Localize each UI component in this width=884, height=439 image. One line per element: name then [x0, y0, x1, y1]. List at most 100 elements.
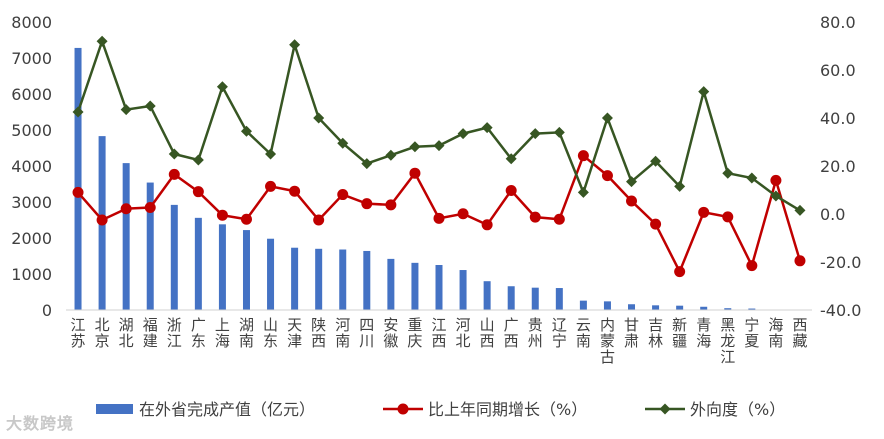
lineRed-point-11: [337, 189, 349, 201]
lineRed-point-15: [433, 212, 445, 224]
lineRed-point-4: [168, 168, 180, 180]
lineRed-point-8: [265, 180, 277, 192]
lineGreen-point-25: [674, 180, 686, 192]
lineGreen-point-9: [289, 39, 301, 51]
lineRed-point-23: [626, 195, 638, 207]
left-tick-7: 7000: [11, 49, 52, 68]
line-series-growth: [72, 150, 806, 278]
category-label-5: 广东: [191, 316, 206, 350]
lineGreen-point-18: [505, 153, 517, 165]
bar-7: [242, 230, 250, 310]
category-label-1: 北京: [95, 316, 110, 350]
lineRed-point-3: [144, 202, 156, 214]
left-tick-3: 3000: [11, 193, 52, 212]
legend-marker-growth: [397, 403, 409, 415]
right-tick-0: -40.0: [820, 301, 861, 320]
bar-series-output: [74, 47, 804, 311]
category-label-24: 吉林: [648, 316, 663, 350]
left-tick-6: 6000: [11, 85, 52, 104]
lineRed-point-22: [601, 170, 613, 182]
right-tick-4: 40.0: [820, 109, 856, 128]
lineRed-point-14: [409, 167, 421, 179]
lineGreen-point-6: [216, 81, 228, 93]
lineGreen-point-19: [529, 128, 541, 140]
lineRed-point-2: [120, 203, 132, 215]
bar-3: [146, 182, 154, 310]
lineGreen-point-28: [746, 172, 758, 184]
left-tick-1: 1000: [11, 265, 52, 284]
bar-9: [291, 247, 299, 310]
category-label-11: 河南: [335, 316, 350, 350]
category-labels: 江苏北京湖北福建浙江广东上海湖南山东天津陕西河南四川安徽重庆江西河北山西广西贵州…: [71, 316, 808, 366]
bar-10: [315, 248, 323, 310]
lineGreen-point-4: [168, 148, 180, 160]
bar-25: [676, 305, 684, 310]
lineGreen-point-27: [722, 167, 734, 179]
right-tick-6: 80.0: [820, 13, 856, 32]
category-label-10: 陕西: [311, 316, 326, 350]
lineRed-point-9: [289, 185, 301, 197]
category-label-0: 江苏: [71, 316, 86, 350]
lineGreen-point-29: [770, 190, 782, 202]
lineGreen-point-10: [313, 112, 325, 124]
lineRed-point-28: [746, 260, 758, 272]
lineGreen-point-30: [794, 204, 806, 216]
bar-12: [363, 250, 371, 310]
category-label-19: 贵州: [528, 316, 543, 350]
lineRed-point-25: [674, 266, 686, 278]
lineRed-point-21: [577, 150, 589, 162]
legend-swatch-bar: [96, 404, 133, 414]
category-label-18: 广西: [504, 316, 519, 350]
line-series-export-ratio: [72, 35, 806, 216]
left-tick-4: 4000: [11, 157, 52, 176]
lineGreen-point-16: [457, 128, 469, 140]
right-tick-2: 0.0: [820, 205, 845, 224]
lineGreen-point-17: [481, 122, 493, 134]
watermark: 大数跨境: [6, 414, 75, 433]
lineRed-point-19: [529, 211, 541, 223]
left-axis-ticks: 0 1000 2000 3000 4000 5000 6000 7000 8000: [11, 13, 52, 320]
lineGreen-point-11: [337, 137, 349, 149]
bar-0: [74, 47, 82, 311]
lineGreen-point-12: [361, 158, 373, 170]
lineRed-point-18: [505, 184, 517, 196]
category-label-22: 内蒙古: [600, 316, 615, 366]
lineGreen-point-23: [626, 176, 638, 188]
bar-17: [483, 281, 491, 310]
bar-8: [267, 238, 275, 310]
lineRed-point-6: [216, 209, 228, 221]
lineRed-point-12: [361, 198, 373, 210]
bar-6: [218, 224, 226, 310]
bar-22: [603, 301, 611, 310]
lineGreen-path: [76, 37, 801, 212]
lineGreen-point-22: [601, 112, 613, 124]
lineRed-point-27: [722, 211, 734, 223]
category-label-20: 辽宁: [552, 316, 567, 350]
left-tick-8: 8000: [11, 13, 52, 32]
lineGreen-point-5: [192, 154, 204, 166]
legend-label-growth: 比上年同期增长（%）: [428, 400, 587, 419]
category-label-25: 新疆: [672, 316, 687, 350]
bar-18: [507, 286, 515, 310]
lineGreen-point-26: [698, 86, 710, 98]
lineRed-point-1: [96, 214, 108, 226]
bar-27: [724, 308, 732, 310]
bar-23: [628, 304, 636, 310]
category-label-28: 宁夏: [744, 316, 759, 350]
category-label-4: 浙江: [167, 316, 182, 350]
bar-26: [700, 306, 708, 310]
category-label-26: 青海: [696, 316, 711, 350]
lineRed-point-7: [240, 213, 252, 225]
bar-15: [435, 265, 443, 310]
category-label-29: 海南: [768, 316, 783, 350]
bar-13: [387, 258, 395, 310]
category-label-8: 山东: [263, 316, 278, 350]
bar-21: [579, 300, 587, 310]
lineGreen-point-15: [433, 140, 445, 152]
lineGreen-point-7: [240, 125, 252, 137]
category-label-15: 江西: [431, 316, 446, 350]
lineRed-point-16: [457, 208, 469, 220]
category-label-17: 山西: [480, 316, 495, 350]
category-label-2: 湖北: [119, 316, 134, 350]
lineGreen-point-3: [144, 100, 156, 112]
